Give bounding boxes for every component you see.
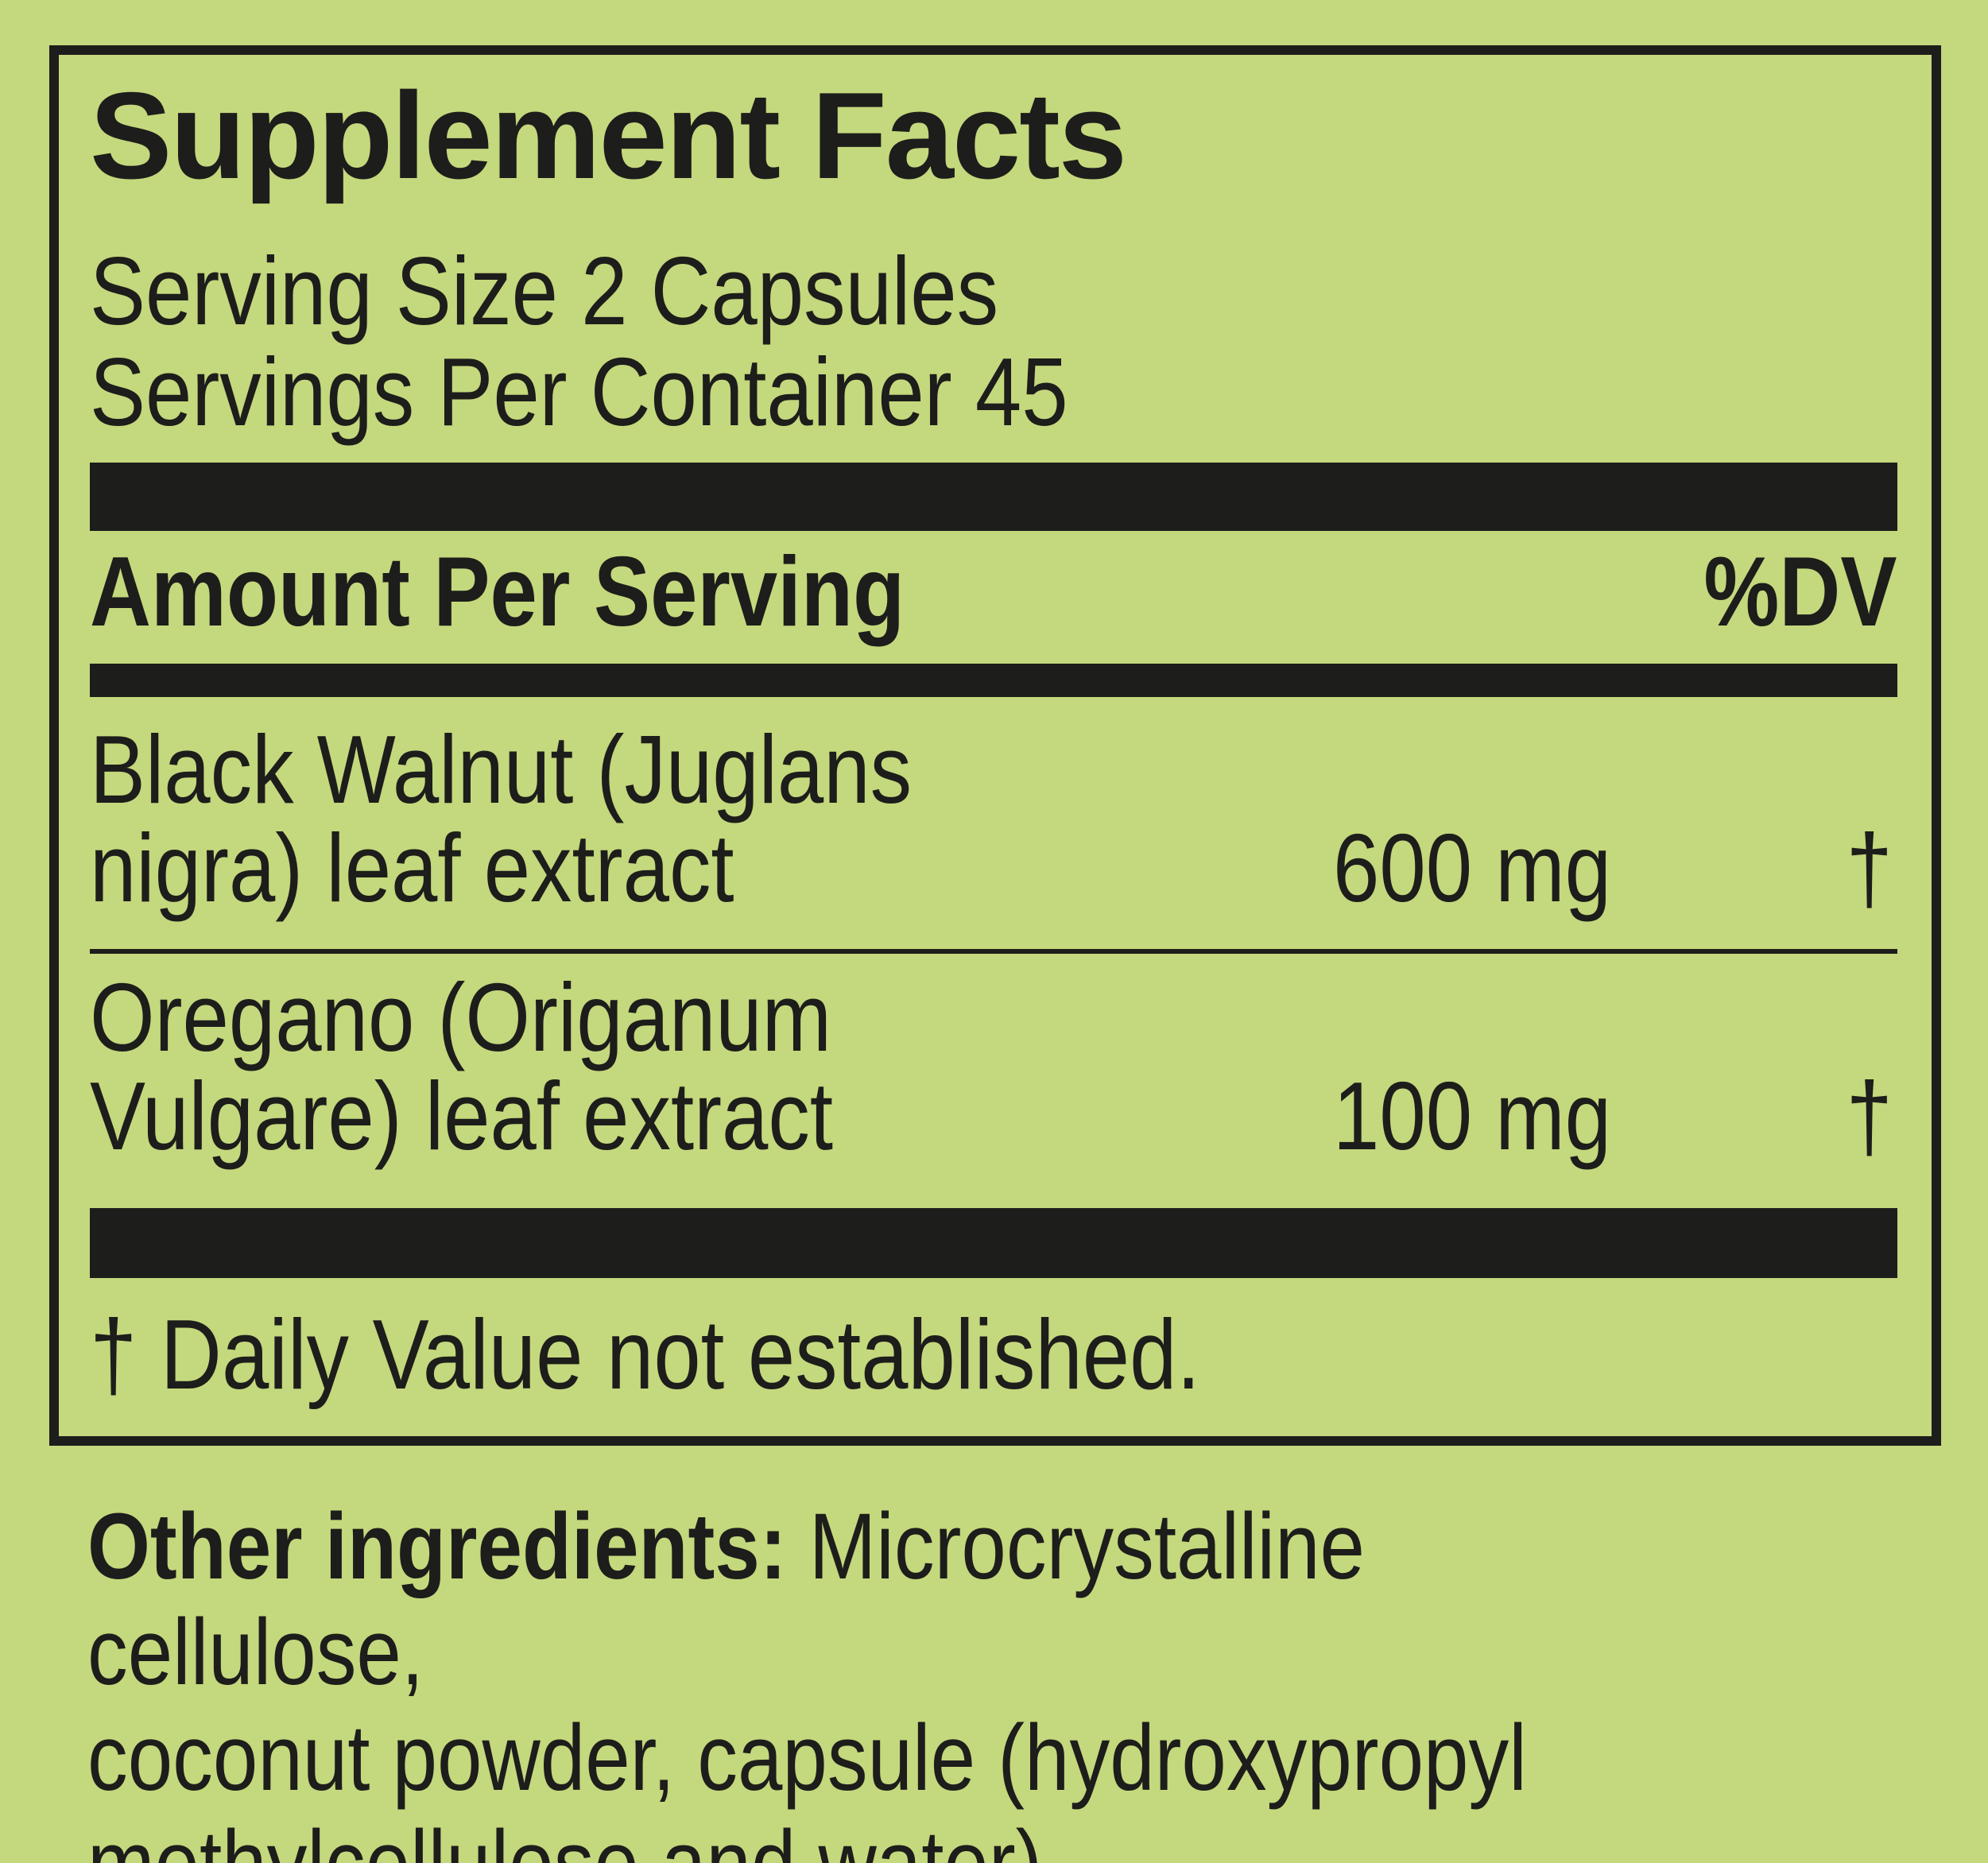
percent-dv-header: %DV (1704, 537, 1897, 647)
ingredient-dv-dagger: † (1846, 1062, 1893, 1170)
daily-value-footnote-text: † Daily Value not established. (90, 1300, 1201, 1410)
daily-value-footnote: † Daily Value not established. (90, 1303, 1897, 1407)
serving-size-text: Serving Size 2 Capsules (90, 237, 999, 345)
ingredient-row: Oregano (Origanum Vulgare) leaf extract … (90, 968, 1897, 1165)
other-ingredients-section: Other ingredients: Microcrystalline cell… (87, 1494, 1947, 1863)
other-ingredients-label: Other ingredients: (87, 1494, 787, 1599)
servings-per-container-text: Servings Per Container 45 (90, 338, 1068, 446)
separator-bar-thick-bottom (90, 1208, 1897, 1278)
ingredient-dv-dagger: † (1846, 814, 1893, 922)
supplement-facts-panel: Supplement Facts Serving Size 2 Capsules… (49, 45, 1941, 1446)
panel-title: Supplement Facts (90, 67, 1127, 204)
separator-bar-thick-top (90, 463, 1897, 531)
ingredient-amount: 100 mg (1333, 1062, 1611, 1170)
separator-bar-medium (90, 664, 1897, 697)
ingredient-row: Black Walnut (Juglans nigra) leaf extrac… (90, 720, 1897, 917)
row-divider-line (90, 949, 1897, 954)
ingredient-name: Black Walnut (Juglans nigra) leaf extrac… (90, 715, 913, 922)
other-ingredients-text: Microcrystalline cellulose, coconut powd… (87, 1494, 1527, 1863)
serving-size: Serving Size 2 Capsules (90, 241, 1897, 342)
serving-info: Serving Size 2 Capsules Servings Per Con… (90, 241, 1897, 443)
column-header-row: Amount Per Serving %DV (90, 540, 1897, 644)
ingredient-amount: 600 mg (1333, 814, 1611, 922)
ingredient-name: Oregano (Origanum Vulgare) leaf extract (90, 963, 834, 1170)
amount-per-serving-header: Amount Per Serving (90, 537, 905, 647)
servings-per-container: Servings Per Container 45 (90, 342, 1897, 443)
